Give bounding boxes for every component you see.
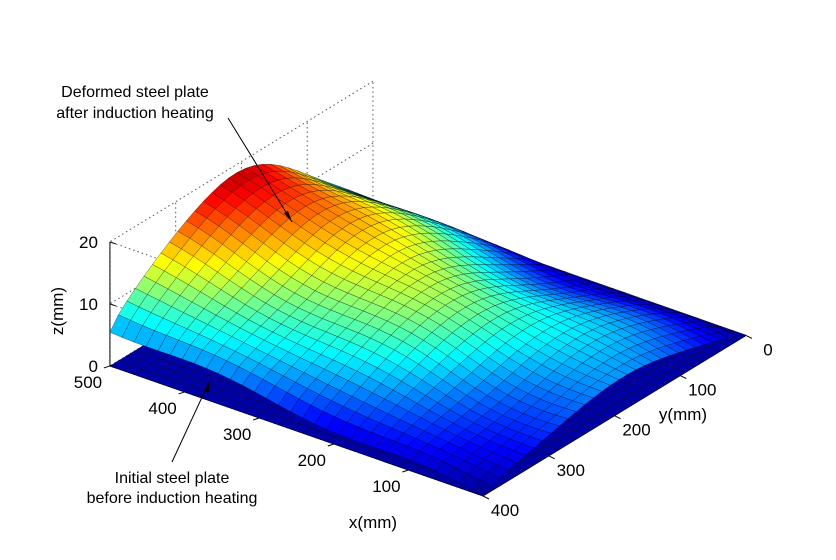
x-tick-mark xyxy=(253,417,260,421)
y-tick-label: 300 xyxy=(557,461,585,480)
y-tick-label: 200 xyxy=(622,421,650,440)
annotation-deformed-arrow xyxy=(227,117,293,223)
y-tick-label: 100 xyxy=(688,381,716,400)
y-tick-label: 0 xyxy=(763,340,772,359)
x-tick-label: 500 xyxy=(74,373,102,392)
y-tick-mark xyxy=(548,455,555,460)
z-tick-mark xyxy=(109,365,117,369)
z-tick-label: 10 xyxy=(79,295,98,314)
x-tick-mark xyxy=(178,391,185,395)
y-tick-mark xyxy=(680,375,687,379)
annotation-initial-arrowhead xyxy=(205,380,210,392)
x-tick-label: 100 xyxy=(372,477,400,496)
annotation-deformed-arrowhead xyxy=(284,211,292,222)
x-tick-mark xyxy=(402,469,409,473)
annotation-deformed-line1: Deformed steel plate xyxy=(61,84,209,101)
annotation-initial: Initial steel plate before induction hea… xyxy=(87,379,258,507)
x-tick-label: 200 xyxy=(298,451,326,470)
x-tick-label: 300 xyxy=(223,425,251,444)
x-tick-mark xyxy=(327,443,334,447)
y-tick-label: 400 xyxy=(491,501,519,520)
deformed-plate-cell xyxy=(470,479,492,497)
z-tick-label: 20 xyxy=(79,233,98,252)
annotation-initial-arrow xyxy=(171,379,211,463)
x-axis-label: x(mm) xyxy=(349,513,397,532)
z-tick-label: 0 xyxy=(88,357,97,376)
annotation-initial-line1: Initial steel plate xyxy=(115,470,230,487)
y-axis-label: y(mm) xyxy=(659,405,707,424)
annotation-initial-line2: before induction heating xyxy=(87,490,258,507)
y-tick-mark xyxy=(745,334,753,339)
x-tick-mark xyxy=(103,365,111,369)
y-tick-mark xyxy=(614,415,621,420)
annotation-deformed: Deformed steel plate after induction hea… xyxy=(56,84,293,223)
x-tick-label: 400 xyxy=(148,399,176,418)
z-tick-mark xyxy=(109,303,117,307)
z-tick-mark xyxy=(109,241,117,245)
z-axis-label: z(mm) xyxy=(48,287,67,335)
annotation-deformed-line2: after induction heating xyxy=(56,105,213,122)
y-tick-mark xyxy=(482,495,490,500)
deformed-plate-surface xyxy=(109,163,747,497)
